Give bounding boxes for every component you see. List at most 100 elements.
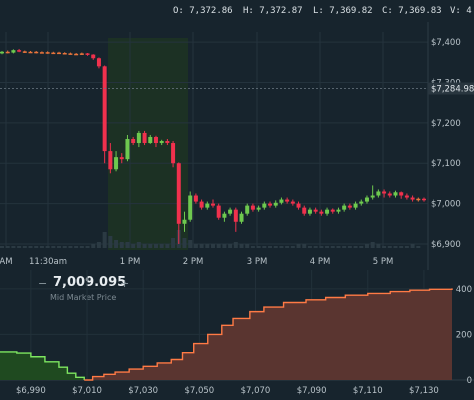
- volume-bar: [347, 246, 352, 248]
- candle-body: [159, 141, 164, 144]
- candle-body: [119, 157, 124, 160]
- volume-bar: [79, 246, 84, 248]
- candle-body: [410, 197, 415, 200]
- depth-x-tick-label: $7,030: [128, 386, 158, 396]
- ohlc-low: L: 7,369.82: [313, 6, 373, 16]
- candle-body: [359, 201, 364, 204]
- candle-body: [228, 209, 233, 214]
- candle-body: [176, 163, 181, 224]
- candle-body: [325, 209, 330, 214]
- candle-body: [45, 52, 50, 54]
- candle-body: [302, 207, 307, 214]
- candle-body: [233, 209, 238, 222]
- candle-body: [313, 209, 318, 212]
- candle-body: [171, 143, 176, 164]
- candle-body: [319, 211, 324, 214]
- candle-body: [279, 199, 284, 203]
- candle-body: [422, 198, 426, 201]
- volume-bar: [193, 244, 198, 248]
- volume-bar: [279, 246, 284, 248]
- candle-body: [188, 195, 193, 220]
- candle-body: [416, 198, 421, 201]
- candle-body: [285, 199, 290, 202]
- y-tick-label: $7,100: [431, 159, 461, 169]
- volume-bar: [211, 244, 215, 248]
- volume-bar: [273, 246, 278, 248]
- volume-bar: [262, 246, 267, 248]
- y-tick-label: $7,000: [431, 200, 461, 210]
- decrease-precision-button[interactable]: −: [38, 277, 48, 290]
- candle-body: [136, 132, 141, 144]
- y-tick-label: $7,200: [431, 119, 461, 129]
- volume-bar: [171, 238, 176, 248]
- candle-body: [102, 66, 107, 152]
- ohlc-open: O: 7,372.86: [173, 6, 233, 16]
- x-tick-label: 1 PM: [120, 257, 141, 267]
- volume-bar: [364, 244, 369, 248]
- x-tick-label: 11:30am: [29, 257, 67, 267]
- candle-body: [62, 52, 67, 55]
- y-tick-label: $6,900: [431, 240, 461, 250]
- depth-area-fill: [84, 288, 452, 380]
- candle-body: [39, 52, 44, 54]
- volume-bar: [114, 240, 119, 248]
- volume-bar: [268, 246, 273, 248]
- volume-bar: [404, 246, 409, 248]
- candle-body: [22, 51, 27, 53]
- volume-bar: [233, 242, 238, 248]
- depth-y-tick-label: 0: [467, 376, 472, 386]
- x-axis: AM 11:30am 1 PM 2 PM 3 PM 4 PM 5 PM: [0, 257, 393, 267]
- increase-precision-button[interactable]: +: [120, 277, 130, 290]
- volume-bar: [17, 246, 22, 248]
- volume-bar: [188, 240, 193, 248]
- volume-bar: [342, 246, 347, 248]
- volume-bar: [131, 244, 136, 248]
- volume-bar: [45, 246, 50, 248]
- candle-body: [205, 203, 210, 208]
- volume-bar: [205, 244, 210, 248]
- volume-bar: [285, 246, 290, 248]
- volume-bar: [153, 244, 158, 248]
- volume-bar: [376, 244, 381, 248]
- candle-body: [28, 51, 33, 54]
- candle-body: [364, 197, 369, 202]
- volume-bar: [5, 246, 10, 248]
- volume-bar: [370, 242, 375, 248]
- candle-body: [404, 195, 409, 198]
- depth-x-tick-label: $7,130: [409, 386, 439, 396]
- candle-body: [290, 201, 295, 204]
- candle-body: [393, 192, 398, 196]
- volume-bar: [51, 246, 56, 248]
- depth-areas: [0, 288, 453, 381]
- candle-body: [96, 58, 101, 67]
- candle-body: [347, 205, 352, 208]
- x-tick-label: 3 PM: [247, 257, 268, 267]
- candle-body: [193, 195, 198, 202]
- volume-bar: [22, 246, 27, 248]
- volume-bar: [399, 246, 404, 248]
- volume-bar: [393, 246, 398, 248]
- candle-body: [79, 53, 84, 55]
- volume-bar: [319, 246, 324, 248]
- volume-bar: [11, 246, 16, 248]
- x-tick-label: 4 PM: [310, 257, 331, 267]
- volume-bar: [296, 244, 301, 248]
- candle-body: [68, 53, 73, 55]
- candle-body: [57, 52, 62, 55]
- depth-area-line: [84, 288, 453, 381]
- depth-chart[interactable]: $6,990 $7,010 $7,030 $7,050 $7,070 $7,090 $7,1…: [0, 270, 474, 400]
- candle-body: [273, 202, 278, 206]
- volume-bar: [91, 244, 96, 248]
- volume-bar: [108, 236, 113, 248]
- volume-bar: [159, 244, 164, 248]
- volume-bar: [416, 246, 421, 248]
- candle-body: [199, 201, 204, 208]
- volume-bar: [359, 246, 364, 248]
- candle-body: [108, 151, 113, 170]
- volume-bar: [125, 242, 130, 248]
- volume-bar: [34, 246, 39, 248]
- mid-market-panel: − 7,009.095 + Mid Market Price: [0, 270, 474, 310]
- depth-x-tick-label: $7,110: [353, 386, 383, 396]
- volume-bar: [410, 244, 415, 248]
- price-chart[interactable]: $7,400$7,300$7,200$7,100$7,000$6,900 $7,…: [0, 22, 474, 270]
